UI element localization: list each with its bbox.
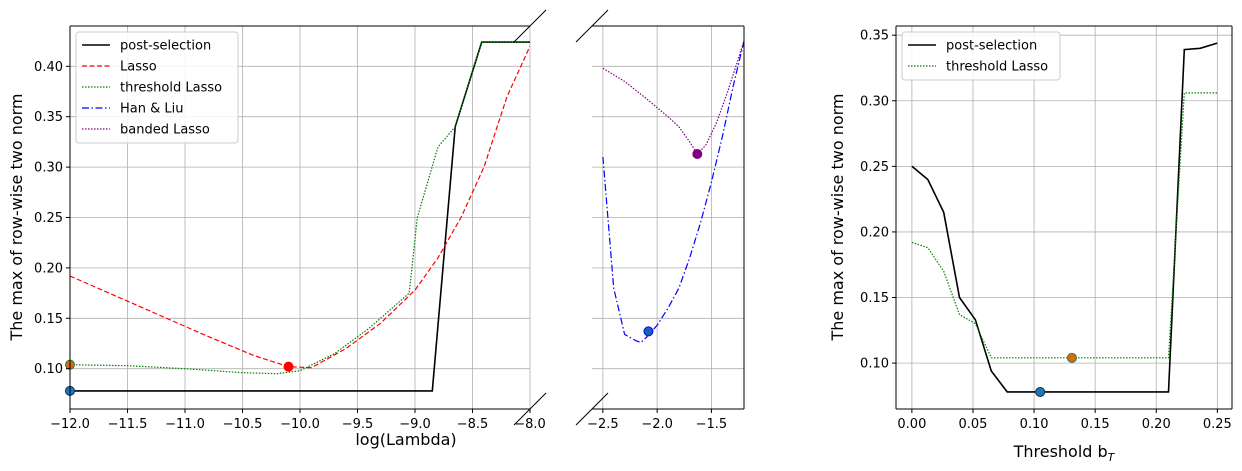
x-tick-label: −2.0 xyxy=(641,417,673,432)
grid xyxy=(592,26,744,409)
highlight-marker xyxy=(692,149,703,160)
legend-label: Han & Liu xyxy=(120,102,183,117)
legend-frame xyxy=(901,31,1061,81)
left-chart-segment-a: −12.0 −11.5 −11.0 −10.5 −10.0 −9.5 −9.0 −8.5 −8.… xyxy=(34,25,546,432)
grid xyxy=(69,26,531,409)
x-tick-label: −2.5 xyxy=(587,417,619,432)
series-line-threshold-lasso xyxy=(911,92,1218,359)
x-tick-label: −10.0 xyxy=(280,417,320,432)
series-line-han-liu xyxy=(602,40,744,344)
highlight-marker xyxy=(643,326,654,337)
x-tick-label: −9.0 xyxy=(399,417,431,432)
y-tick-label: 0.15 xyxy=(860,291,889,306)
y-tick-label: 0.20 xyxy=(34,261,63,276)
y-tick-label: 0.35 xyxy=(860,29,889,44)
y-tick-label: 0.35 xyxy=(34,110,63,125)
x-tick-label: 0.00 xyxy=(897,417,926,432)
y-tick-label: 0.40 xyxy=(34,60,63,75)
legend-label: banded Lasso xyxy=(120,123,210,138)
x-tick-label: 0.20 xyxy=(1142,417,1171,432)
highlight-marker xyxy=(1066,352,1077,363)
left-x-axis-label: log(Lambda) xyxy=(355,430,456,449)
legend-label: post-selection xyxy=(946,39,1037,54)
x-tick-label: −10.5 xyxy=(223,417,263,432)
break-mark-top-right xyxy=(575,9,609,43)
break-mark-bottom-left xyxy=(513,392,547,426)
y-tick-label: 0.20 xyxy=(860,225,889,240)
legend-label: threshold Lasso xyxy=(946,60,1048,75)
y-tick-label: 0.10 xyxy=(860,357,889,372)
y-tick-label: 0.30 xyxy=(860,94,889,109)
series-line-banded-lasso xyxy=(602,40,744,155)
right-y-axis-label: The max of row-wise two norm xyxy=(828,93,847,341)
x-tick-label: −8.0 xyxy=(514,417,546,432)
y-tick-label: 0.25 xyxy=(860,160,889,175)
legend: post-selection threshold Lasso xyxy=(901,31,1061,81)
highlight-marker xyxy=(1035,386,1046,397)
x-tick-label: −12.0 xyxy=(50,417,90,432)
y-tick-label: 0.10 xyxy=(34,362,63,377)
series-group xyxy=(911,42,1218,393)
right-x-axis-label-subscript: T xyxy=(1108,451,1116,464)
break-mark-top-left xyxy=(513,9,547,43)
series-line-threshold-lasso xyxy=(70,41,530,375)
highlight-marker xyxy=(283,361,294,372)
right-x-axis-label: Threshold bT xyxy=(1013,442,1116,464)
legend: post-selection Lasso threshold Lasso Han & … xyxy=(75,31,239,144)
series-line-lasso xyxy=(70,45,530,369)
left-y-axis-label: The max of row-wise two norm xyxy=(7,93,26,341)
break-mark-bottom-right xyxy=(575,392,609,426)
x-tick-label: −8.5 xyxy=(457,417,489,432)
y-tick-label: 0.15 xyxy=(34,312,63,327)
right-x-axis-label-main: Threshold b xyxy=(1013,442,1108,461)
grid xyxy=(896,26,1232,409)
x-tick-label: 0.15 xyxy=(1081,417,1110,432)
series-group xyxy=(70,41,530,392)
y-tick-label: 0.25 xyxy=(34,211,63,226)
x-tick-label: −9.5 xyxy=(342,417,374,432)
x-tick-label: 0.05 xyxy=(958,417,987,432)
x-tick-label: −11.0 xyxy=(165,417,205,432)
series-group xyxy=(602,40,744,344)
x-tick-label: −1.5 xyxy=(696,417,728,432)
x-tick-label: −11.5 xyxy=(108,417,148,432)
legend-label: threshold Lasso xyxy=(120,81,222,96)
y-tick-label: 0.30 xyxy=(34,161,63,176)
x-tick-label: 0.25 xyxy=(1203,417,1232,432)
x-tick-label: 0.10 xyxy=(1020,417,1049,432)
series-line-post-selection xyxy=(911,42,1218,393)
axis-break-marks xyxy=(513,9,609,426)
right-chart: 0.00 0.05 0.10 0.15 0.20 0.25 0.10 0.15 0.20 0.25… xyxy=(860,25,1233,432)
legend-label: Lasso xyxy=(120,60,157,75)
axes-spines xyxy=(592,25,745,410)
left-chart-segment-b: −2.5 −2.0 −1.5 xyxy=(587,25,745,432)
legend-frame xyxy=(75,31,239,144)
legend-label: post-selection xyxy=(120,39,211,54)
axes-spines xyxy=(895,25,1233,410)
